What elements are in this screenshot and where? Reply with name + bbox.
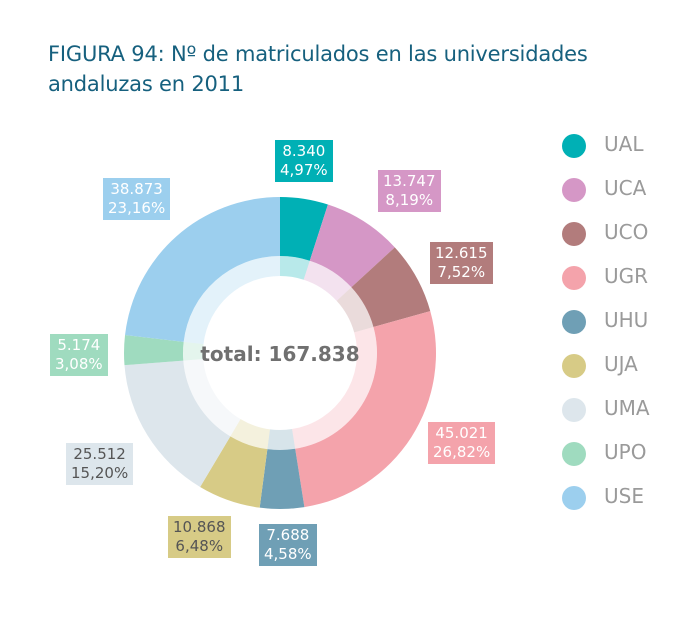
- legend-swatch: [562, 354, 586, 378]
- legend-swatch: [562, 178, 586, 202]
- legend-swatch: [562, 442, 586, 466]
- data-label-percent: 6,48%: [175, 537, 224, 555]
- slice-uca: [309, 204, 395, 288]
- legend-label: UCA: [604, 176, 647, 200]
- legend-item-ual: UAL: [562, 130, 692, 174]
- data-label-value: 13.747: [383, 172, 436, 190]
- slice-inner-ual: [280, 256, 310, 280]
- slice-inner-uhu: [267, 429, 296, 450]
- legend-label: UGR: [604, 264, 649, 288]
- legend-swatch: [562, 486, 586, 510]
- legend-item-uca: UCA: [562, 174, 692, 218]
- data-label-percent: 7,52%: [437, 263, 486, 281]
- data-label-percent: 8,19%: [385, 191, 434, 209]
- chart-title-line-2: andaluzas en 2011: [48, 72, 244, 96]
- legend-label: UJA: [604, 352, 638, 376]
- slice-ugr: [295, 311, 436, 508]
- slice-uja: [200, 436, 268, 508]
- data-label-value: 10.868: [173, 518, 226, 536]
- slice-inner-uca: [303, 260, 352, 301]
- data-label-value: 38.873: [110, 180, 163, 198]
- data-label-value: 5.174: [57, 336, 101, 354]
- legend-item-uma: UMA: [562, 394, 692, 438]
- legend-label: UPO: [604, 440, 647, 464]
- data-label-percent: 23,16%: [108, 199, 166, 217]
- data-label-uja: 10.868 6,48%: [168, 516, 231, 558]
- legend-swatch: [562, 398, 586, 422]
- legend-swatch: [562, 310, 586, 334]
- data-label-percent: 15,20%: [71, 464, 129, 482]
- data-label-uca: 13.747 8,19%: [378, 170, 441, 212]
- legend-label: UCO: [604, 220, 649, 244]
- slice-inner-use: [183, 255, 280, 345]
- slice-inner-uja: [230, 419, 270, 450]
- data-label-uco: 12.615 7,52%: [430, 242, 493, 284]
- legend-item-upo: UPO: [562, 438, 692, 482]
- legend-swatch: [562, 134, 586, 158]
- slice-uma: [124, 360, 231, 487]
- legend-label: UAL: [604, 132, 644, 156]
- legend-item-uco: UCO: [562, 218, 692, 262]
- legend-swatch: [562, 222, 586, 246]
- data-label-value: 7.688: [266, 526, 310, 544]
- slice-inner-ugr: [292, 326, 378, 449]
- data-label-value: 25.512: [73, 445, 126, 463]
- data-label-ual: 8.340 4,97%: [275, 140, 333, 182]
- slice-inner-uco: [336, 287, 374, 333]
- legend: UAL UCA UCO UGR UHU UJA UMA UPO USE: [562, 130, 692, 526]
- data-label-percent: 3,08%: [55, 355, 103, 373]
- center-total-label: total: 167.838: [200, 342, 360, 366]
- legend-item-uhu: UHU: [562, 306, 692, 350]
- data-label-value: 45.021: [435, 424, 488, 442]
- data-label-percent: 4,97%: [280, 161, 328, 179]
- slice-uhu: [259, 448, 305, 509]
- legend-swatch: [562, 266, 586, 290]
- data-label-value: 12.615: [435, 244, 488, 262]
- slice-uco: [351, 247, 431, 327]
- slice-ual: [280, 197, 328, 261]
- data-label-value: 8.340: [282, 142, 326, 160]
- data-label-uhu: 7.688 4,58%: [259, 524, 317, 566]
- slice-inner-upo: [182, 341, 204, 361]
- data-label-ugr: 45.021 26,82%: [428, 422, 496, 464]
- legend-label: USE: [604, 484, 644, 508]
- legend-item-use: USE: [562, 482, 692, 526]
- data-label-percent: 4,58%: [264, 545, 312, 563]
- chart-title-line-1: FIGURA 94: Nº de matriculados en las uni…: [48, 42, 588, 66]
- data-label-uma: 25.512 15,20%: [66, 443, 134, 485]
- slice-upo: [124, 335, 184, 366]
- data-label-percent: 26,82%: [433, 443, 491, 461]
- legend-item-uja: UJA: [562, 350, 692, 394]
- legend-label: UHU: [604, 308, 649, 332]
- data-label-use: 38.873 23,16%: [103, 178, 171, 220]
- data-label-upo: 5.174 3,08%: [50, 334, 108, 376]
- slice-use: [125, 197, 280, 342]
- slice-inner-uma: [183, 359, 241, 437]
- legend-label: UMA: [604, 396, 650, 420]
- legend-item-ugr: UGR: [562, 262, 692, 306]
